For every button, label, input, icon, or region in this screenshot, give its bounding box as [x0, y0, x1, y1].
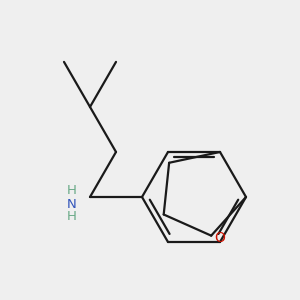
- Text: O: O: [214, 231, 225, 244]
- Text: H: H: [67, 184, 77, 197]
- Text: H: H: [67, 211, 77, 224]
- Text: N: N: [67, 197, 77, 211]
